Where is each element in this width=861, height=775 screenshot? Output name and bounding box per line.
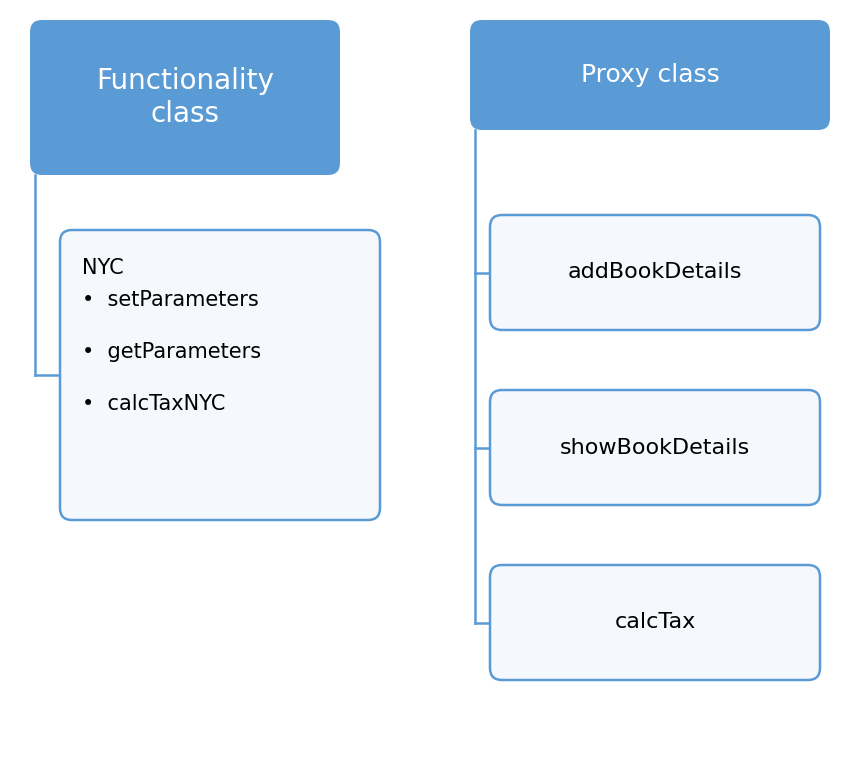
Text: NYC: NYC bbox=[82, 258, 124, 278]
Text: •  getParameters: • getParameters bbox=[82, 342, 261, 362]
Text: Proxy class: Proxy class bbox=[580, 63, 719, 87]
Text: •  calcTaxNYC: • calcTaxNYC bbox=[82, 394, 225, 414]
FancyBboxPatch shape bbox=[489, 215, 819, 330]
FancyBboxPatch shape bbox=[469, 20, 829, 130]
FancyBboxPatch shape bbox=[60, 230, 380, 520]
Text: addBookDetails: addBookDetails bbox=[567, 263, 741, 283]
FancyBboxPatch shape bbox=[30, 20, 339, 175]
Text: showBookDetails: showBookDetails bbox=[560, 438, 749, 457]
FancyBboxPatch shape bbox=[489, 565, 819, 680]
Text: •  setParameters: • setParameters bbox=[82, 290, 258, 310]
FancyBboxPatch shape bbox=[489, 390, 819, 505]
Text: calcTax: calcTax bbox=[614, 612, 695, 632]
Text: Functionality
class: Functionality class bbox=[96, 67, 274, 128]
